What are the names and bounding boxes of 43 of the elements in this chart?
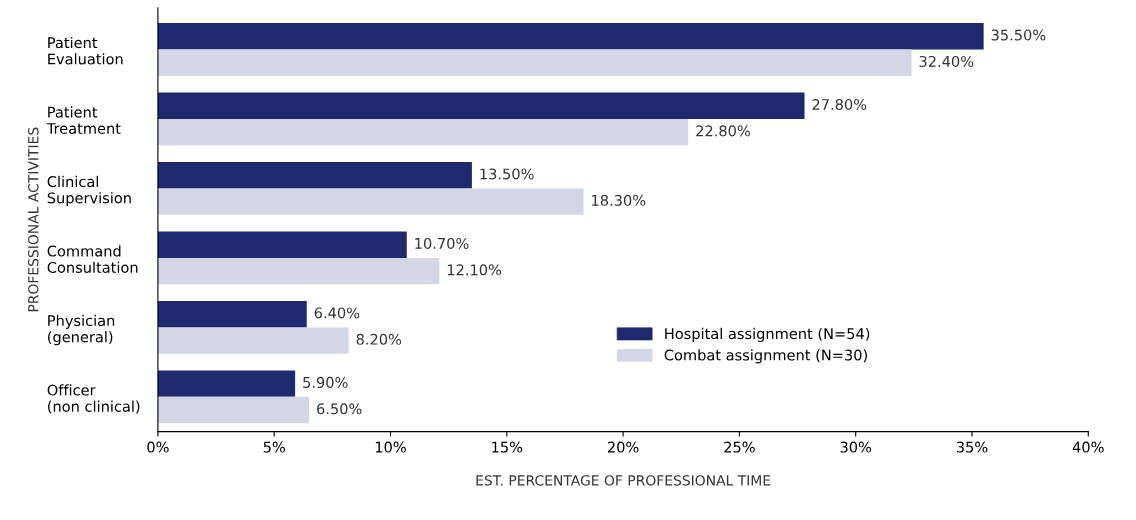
data-label: 5.90% <box>303 376 348 388</box>
data-label: 10.70% <box>415 237 469 249</box>
bar <box>157 118 689 146</box>
data-label: 13.50% <box>480 168 534 180</box>
bar <box>157 49 912 76</box>
x-tick-label: 40% <box>1072 441 1104 453</box>
y-tick-label: Physician (general) <box>48 314 115 346</box>
data-label: 18.30% <box>592 194 646 206</box>
y-tick-label: Patient Treatment <box>46 106 121 134</box>
data-label: 27.80% <box>812 98 867 110</box>
bar <box>157 92 805 119</box>
y-axis-title: PROFESSIONAL ACTIVITIES <box>28 127 39 312</box>
data-label: 6.50% <box>317 403 362 415</box>
y-tick-label: Officer (non clinical) <box>47 384 140 414</box>
legend-label: Hospital assignment (N=54) <box>665 327 870 342</box>
x-tick-label: 35% <box>956 441 988 453</box>
y-tick-label: Patient Evaluation <box>48 36 123 65</box>
data-label: 35.50% <box>991 29 1046 41</box>
x-tick-label: 15% <box>492 441 523 453</box>
bar <box>157 327 349 354</box>
bar <box>157 23 984 50</box>
legend-label: Combat assignment (N=30) <box>664 349 867 364</box>
bar <box>157 188 584 215</box>
bar <box>157 231 407 258</box>
data-label: 8.20% <box>356 333 402 345</box>
data-label: 22.80% <box>696 125 750 137</box>
x-axis-title: EST. PERCENTAGE OF PROFESSIONAL TIME <box>476 475 771 486</box>
bar <box>157 370 296 397</box>
data-label: 12.10% <box>447 264 502 276</box>
y-tick-label: Clinical Supervision <box>47 175 131 207</box>
y-tick-label: Command Consultation <box>47 245 138 273</box>
x-tick-label: 30% <box>840 441 872 453</box>
bar <box>157 396 310 424</box>
bar <box>157 257 440 285</box>
x-tick-label: 20% <box>607 441 639 453</box>
bar <box>157 300 307 328</box>
bar <box>157 162 472 189</box>
x-tick-label: 25% <box>724 441 755 453</box>
data-label: 6.40% <box>314 307 360 319</box>
x-tick-label: 10% <box>375 441 406 453</box>
data-label: 32.40% <box>919 55 974 67</box>
x-tick-label: 0% <box>147 441 169 453</box>
x-tick-label: 5% <box>263 441 285 453</box>
